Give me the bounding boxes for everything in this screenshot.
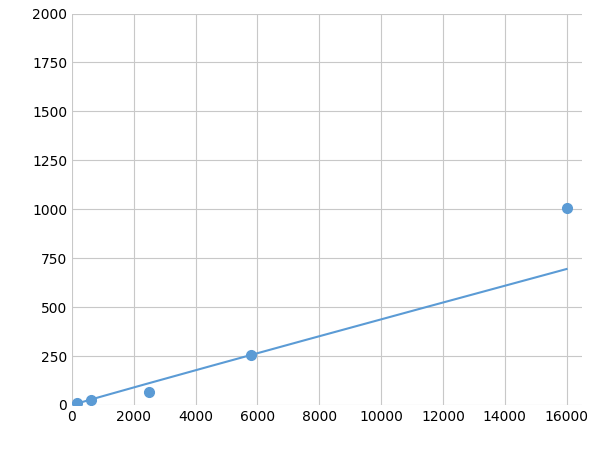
Point	[145, 389, 154, 396]
Point	[86, 396, 96, 404]
Point	[247, 351, 256, 359]
Point	[562, 205, 571, 212]
Point	[72, 400, 82, 407]
